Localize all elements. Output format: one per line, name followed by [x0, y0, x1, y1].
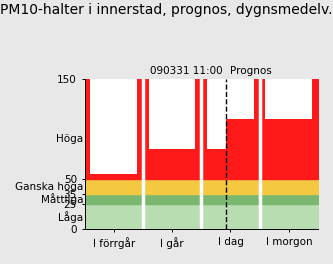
- Text: Låga: Låga: [58, 211, 83, 223]
- Text: 090331 11:00: 090331 11:00: [150, 66, 223, 76]
- Bar: [226, 79, 254, 119]
- Text: PM10-halter i innerstad, prognos, dygnsmedelv.: PM10-halter i innerstad, prognos, dygnsm…: [0, 3, 333, 17]
- Bar: [149, 79, 195, 149]
- Text: Höga: Höga: [56, 134, 83, 144]
- Text: Prognos: Prognos: [230, 66, 272, 76]
- Bar: [265, 79, 312, 119]
- Bar: [90, 79, 137, 174]
- Text: Måttliga: Måttliga: [41, 194, 83, 205]
- Text: Ganska höga: Ganska höga: [15, 182, 83, 192]
- Bar: [207, 79, 226, 149]
